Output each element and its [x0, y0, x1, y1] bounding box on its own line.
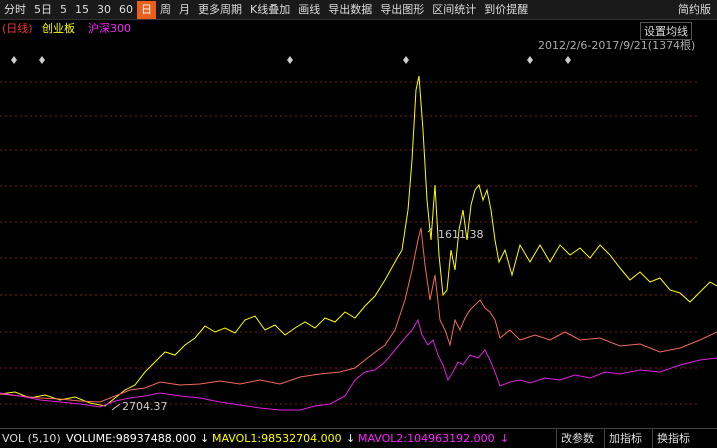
toolbar-button[interactable]: 分时 — [4, 2, 26, 16]
period-label: (日线) — [2, 22, 33, 35]
toolbar-button[interactable]: 60 — [119, 2, 133, 16]
annotation-arrow — [111, 403, 121, 411]
legend-entry[interactable]: 沪深300 — [88, 22, 131, 35]
toolbar: 分时 5日 5 15 30 60 日周月更多周期 K线叠加 画线 导出数据 导出图形 区间统计 到价提醒… — [0, 0, 717, 20]
toolbar-button[interactable]: 导出数据 — [328, 2, 373, 16]
button[interactable]: 换指标 — [652, 429, 694, 448]
toolbar-button[interactable]: K线叠加 — [250, 2, 291, 16]
line-series — [0, 318, 717, 411]
range-label: 2012/2/6-2017/9/21(1374根) — [538, 39, 696, 52]
legend-entry[interactable]: 创业板 — [42, 22, 75, 35]
settings-button[interactable]: 设置均线 — [640, 22, 692, 40]
button[interactable]: 改参数 — [556, 429, 598, 448]
mavol2-value: MAVOL2:104963192.000 — [358, 432, 495, 445]
button[interactable]: 加指标 — [604, 429, 646, 448]
toolbar-button[interactable]: 周 — [160, 2, 171, 16]
arrow: ↓ — [500, 432, 510, 445]
toolbar-button[interactable]: 5日 — [34, 2, 52, 16]
volume-bar: VOL (5,10) VOLUME:98937488.000 ↓ MAVOL1:… — [0, 428, 717, 448]
arrow: ↓ — [200, 432, 210, 445]
toolbar-button[interactable]: 简约版 — [678, 2, 711, 16]
toolbar-button[interactable]: 5 — [60, 2, 67, 16]
toolbar-button[interactable]: 月 — [179, 2, 190, 16]
toolbar-button[interactable]: 区间统计 — [432, 2, 477, 16]
volume-value: VOLUME:98937488.000 — [66, 432, 197, 445]
annotation: 2704.37 — [122, 400, 168, 413]
toolbar-button[interactable]: 30 — [97, 2, 111, 16]
toolbar-button[interactable]: 导出图形 — [380, 2, 425, 16]
line-series — [0, 227, 717, 403]
annotation: 1611.38 — [438, 228, 484, 241]
line-series — [0, 75, 717, 407]
indicator-label: VOL (5,10) — [2, 432, 61, 445]
toolbar-button[interactable]: 画线 — [298, 2, 321, 16]
annotation-arrow — [427, 227, 433, 233]
toolbar-button[interactable]: 15 — [75, 2, 89, 16]
grid — [0, 81, 700, 405]
toolbar-button[interactable]: 日 — [137, 0, 156, 19]
event-markers — [11, 56, 571, 64]
mavol1-value: MAVOL1:98532704.000 — [212, 432, 342, 445]
chart — [0, 56, 717, 411]
arrow: ↓ — [346, 432, 356, 445]
toolbar-button[interactable]: 到价提醒 — [484, 2, 529, 16]
toolbar-button[interactable]: 更多周期 — [198, 2, 242, 16]
